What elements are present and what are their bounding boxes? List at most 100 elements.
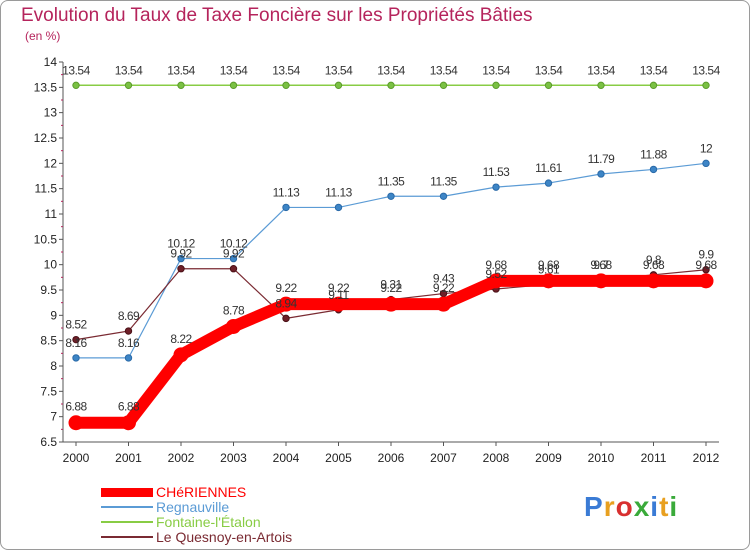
data-label-le-quesnoy-en-artois: 8.94 — [275, 296, 297, 310]
x-tick-label: 2002 — [168, 451, 195, 465]
data-label-fontaine-l-etalon: 13.54 — [62, 63, 90, 77]
chart-title: Evolution du Taux de Taxe Foncière sur l… — [21, 5, 533, 26]
data-label-le-quesnoy-en-artois: 9.61 — [538, 262, 560, 276]
legend-swatch-le-quesnoy-en-artois — [101, 536, 153, 538]
data-point-regnauville — [72, 354, 80, 362]
data-label-le-quesnoy-en-artois: 8.52 — [65, 318, 87, 332]
data-label-fontaine-l-etalon: 13.54 — [377, 63, 405, 77]
y-tick-label: 11.5 — [35, 182, 58, 196]
data-point-cheriennes — [226, 318, 241, 334]
data-label-le-quesnoy-en-artois: 9.8 — [646, 253, 662, 267]
data-label-fontaine-l-etalon: 13.54 — [220, 63, 248, 77]
data-label-cheriennes: 9.22 — [328, 281, 350, 295]
x-tick-label: 2003 — [220, 451, 247, 465]
logo-letter: t — [659, 491, 670, 522]
data-label-regnauville: 8.16 — [118, 336, 140, 350]
logo-letter: r — [603, 491, 616, 522]
data-point-cheriennes — [436, 296, 451, 312]
data-point-cheriennes — [121, 415, 136, 431]
x-tick-label: 2007 — [430, 451, 457, 465]
data-point-fontaine-l-etalon — [124, 81, 133, 90]
x-tick-label: 2011 — [641, 451, 667, 465]
data-point-fontaine-l-etalon — [334, 81, 343, 90]
logo-letter: i — [669, 491, 679, 522]
data-label-regnauville: 10.12 — [167, 237, 195, 251]
data-point-regnauville — [702, 159, 710, 168]
y-tick-label: 6.5 — [40, 435, 57, 449]
data-label-fontaine-l-etalon: 13.54 — [272, 63, 300, 77]
chart-series — [68, 81, 714, 431]
data-label-le-quesnoy-en-artois: 9.52 — [485, 267, 507, 281]
data-point-regnauville — [387, 192, 395, 200]
data-label-regnauville: 11.79 — [588, 152, 615, 166]
y-tick-label: 10.5 — [34, 232, 58, 246]
legend-label-cheriennes: CHéRIENNES — [156, 484, 247, 500]
data-point-fontaine-l-etalon — [282, 81, 290, 90]
data-point-cheriennes — [541, 273, 556, 289]
data-label-fontaine-l-etalon: 13.54 — [115, 63, 143, 77]
x-tick-label: 2009 — [535, 451, 562, 465]
data-label-cheriennes: 9.68 — [538, 258, 560, 272]
data-label-regnauville: 11.35 — [378, 174, 405, 188]
data-label-regnauville: 12 — [700, 141, 713, 155]
data-point-cheriennes — [646, 273, 661, 289]
y-tick-label: 8.5 — [40, 334, 57, 348]
data-point-regnauville — [177, 254, 185, 263]
data-label-fontaine-l-etalon: 13.54 — [430, 63, 458, 77]
data-label-le-quesnoy-en-artois: 8.69 — [118, 309, 140, 323]
data-label-regnauville: 11.88 — [640, 147, 667, 161]
y-tick-label: 11 — [45, 207, 58, 221]
data-point-le-quesnoy-en-artois — [124, 327, 133, 335]
x-tick-label: 2005 — [325, 451, 352, 465]
data-label-regnauville: 11.61 — [535, 161, 562, 175]
data-label-fontaine-l-etalon: 13.54 — [167, 63, 195, 77]
data-label-cheriennes: 9.22 — [275, 281, 297, 295]
y-tick-label: 10 — [44, 258, 58, 272]
x-tick-label: 2008 — [483, 451, 510, 465]
data-label-fontaine-l-etalon: 13.54 — [587, 63, 615, 77]
legend-swatch-regnauville — [101, 506, 153, 508]
data-point-fontaine-l-etalon — [544, 81, 553, 90]
y-tick-label: 13 — [44, 106, 58, 120]
data-label-le-quesnoy-en-artois: 9.92 — [223, 247, 245, 261]
data-label-le-quesnoy-en-artois: 9.92 — [170, 247, 192, 261]
data-point-le-quesnoy-en-artois — [702, 266, 710, 274]
y-tick-label: 8 — [50, 359, 57, 373]
x-tick-label: 2000 — [63, 451, 90, 465]
y-tick-label: 12 — [44, 156, 58, 170]
legend-label-fontaine-l-etalon: Fontaine-l'Étalon — [156, 514, 261, 530]
data-point-regnauville — [649, 165, 658, 174]
data-label-cheriennes: 6.88 — [65, 400, 87, 414]
legend-label-regnauville: Regnauville — [156, 499, 230, 515]
data-point-cheriennes — [593, 273, 609, 289]
data-point-regnauville — [439, 192, 448, 200]
logo-letter: x — [633, 491, 651, 522]
legend-swatch-fontaine-l-etalon — [101, 521, 153, 523]
data-label-cheriennes: 9.68 — [643, 258, 665, 272]
x-tick-label: 2010 — [588, 451, 615, 465]
data-point-regnauville — [334, 203, 343, 212]
y-tick-label: 7.5 — [40, 384, 57, 398]
data-point-regnauville — [282, 203, 290, 212]
data-label-fontaine-l-etalon: 13.54 — [535, 63, 563, 77]
data-point-le-quesnoy-en-artois — [177, 265, 185, 273]
x-tick-label: 2004 — [273, 451, 300, 465]
data-point-fontaine-l-etalon — [702, 81, 710, 90]
data-point-fontaine-l-etalon — [649, 81, 658, 90]
y-tick-label: 12.5 — [34, 131, 58, 145]
data-label-regnauville: 11.53 — [483, 165, 510, 179]
y-tick-label: 9.5 — [40, 283, 57, 297]
data-label-cheriennes: 9.22 — [433, 281, 455, 295]
logo-letter: o — [615, 491, 634, 522]
data-label-cheriennes: 9.68 — [485, 258, 507, 272]
data-label-fontaine-l-etalon: 13.54 — [692, 63, 720, 77]
chart-data-labels: 6.88 6.88 8.22 8.78 9.22 9.22 9.22 9.22 9.68 9.68… — [62, 63, 721, 414]
data-label-fontaine-l-etalon: 13.54 — [482, 63, 510, 77]
legend-label-le-quesnoy-en-artois: Le Quesnoy-en-Artois — [156, 529, 293, 545]
data-label-regnauville: 11.13 — [325, 185, 352, 199]
data-point-fontaine-l-etalon — [492, 81, 500, 90]
data-label-fontaine-l-etalon: 13.54 — [325, 63, 353, 77]
data-point-fontaine-l-etalon — [229, 81, 238, 90]
